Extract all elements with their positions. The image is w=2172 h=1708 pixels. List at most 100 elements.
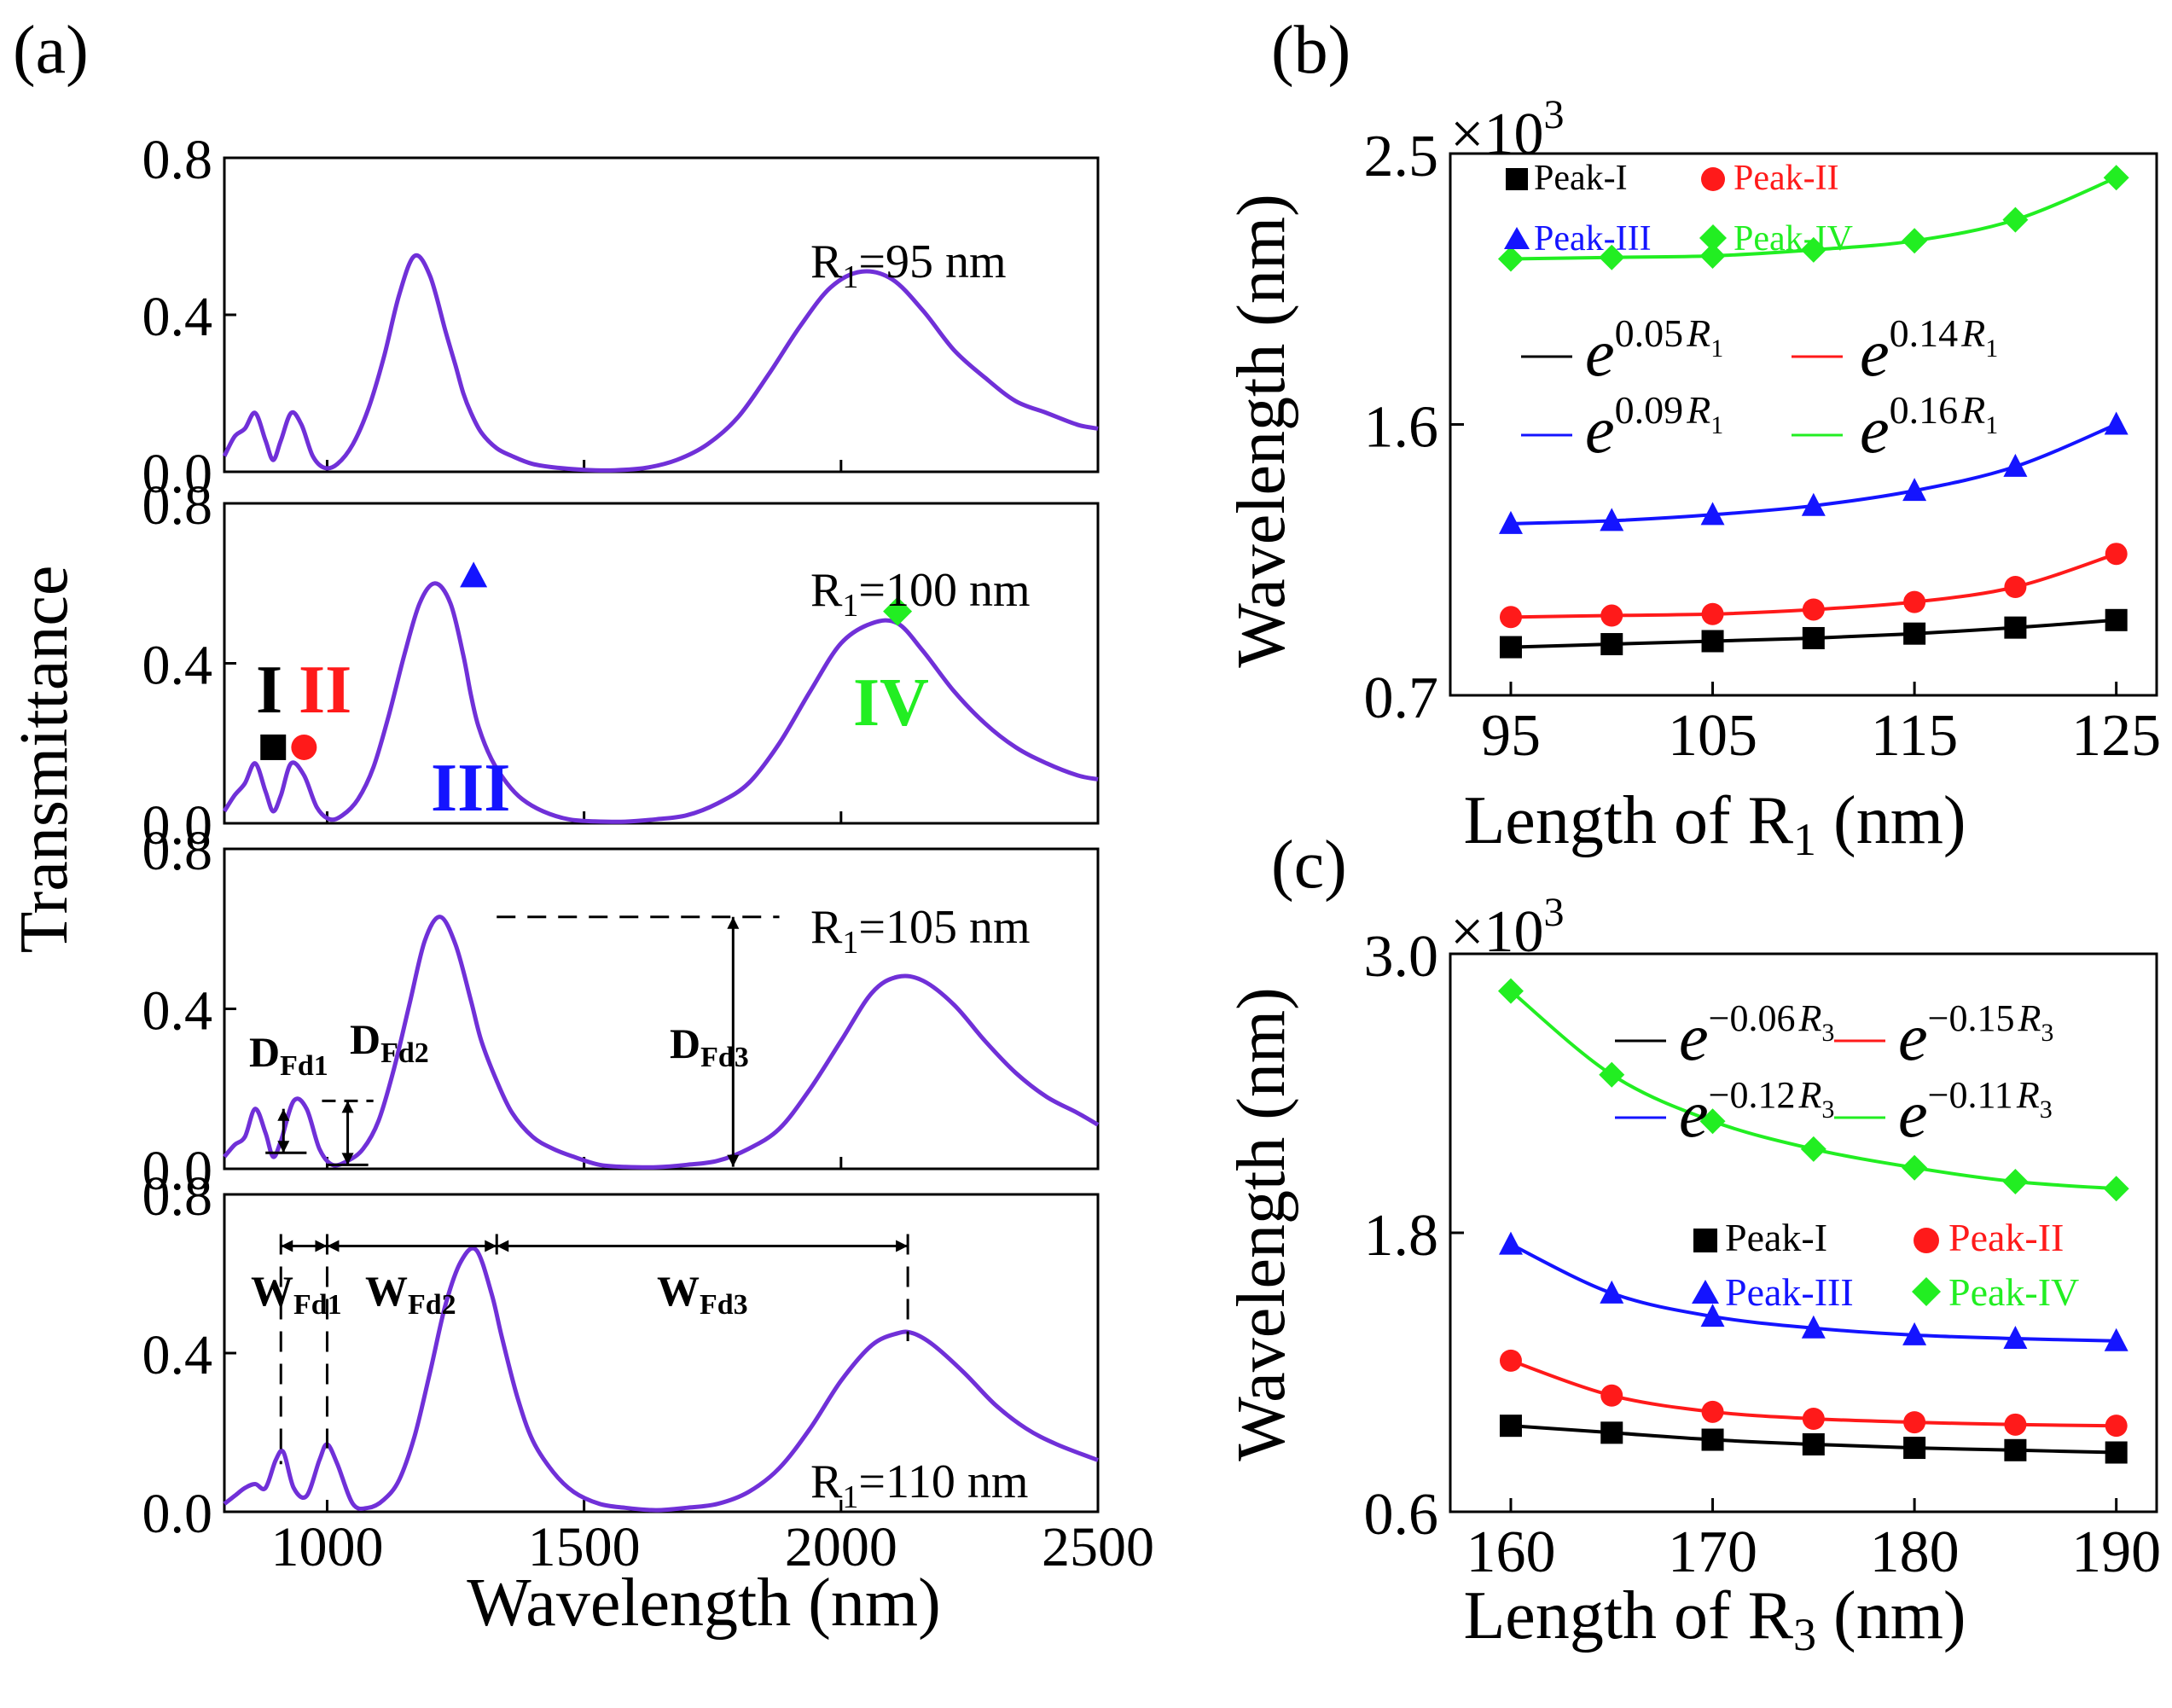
panel-b-multiplier-exp: 3 xyxy=(1543,92,1564,137)
w-label-fd1: WFd1 xyxy=(251,1267,342,1321)
panel-c-point-1-1 xyxy=(1600,1384,1623,1407)
panel-c-xtick-label-3: 190 xyxy=(2071,1519,2161,1585)
panel-b-point-3-3 xyxy=(1800,236,1826,263)
panel-b-point-1-1 xyxy=(1600,604,1623,627)
panel-b-multiplier-base: ×10 xyxy=(1450,102,1543,167)
panel-c-xtick-label-0: 160 xyxy=(1466,1519,1555,1585)
legend-b-marker-peak2 xyxy=(1701,167,1725,191)
panel-a-frame-0 xyxy=(223,156,1100,473)
panel-a-ytick-label-1-1: 0.4 xyxy=(142,635,213,697)
peak-marker-II xyxy=(291,734,317,760)
panel-c-multiplier-exp: 3 xyxy=(1543,890,1564,935)
panel-c-ytick-label-0: 0.6 xyxy=(1364,1482,1439,1548)
panel-a-frame-1 xyxy=(223,502,1100,825)
spectrum-curve-0 xyxy=(222,253,1099,473)
panel-a-xlabel: Wavelength (nm) xyxy=(467,1566,941,1641)
panel-a-frame-2 xyxy=(223,847,1100,1171)
d-fd3-arrow-head-0 xyxy=(727,916,740,929)
panel-b-point-1-6 xyxy=(2105,543,2128,566)
panel-b-ytick-label-2: 2.5 xyxy=(1364,124,1439,189)
subplot-label-110: R1=110 nm xyxy=(810,1455,1028,1515)
panel-c-ytick-label-1: 1.8 xyxy=(1364,1203,1439,1269)
panel-c-point-1-3 xyxy=(1802,1408,1825,1430)
legend-c-peak3: Peak-III xyxy=(1725,1270,1854,1314)
panel-a-ytick-label-2-1: 0.4 xyxy=(142,980,213,1043)
panel-c-point-0-5 xyxy=(2004,1438,2027,1461)
panel-b-point-0-0 xyxy=(1499,636,1522,659)
subplot-label-105: R1=105 nm xyxy=(810,901,1031,961)
w-label-fd2: WFd2 xyxy=(365,1267,456,1321)
legend-b-peak2: Peak-II xyxy=(1734,159,1839,198)
panel-c-xtick-label-2: 180 xyxy=(1870,1519,1960,1585)
legend-c-peak2: Peak-II xyxy=(1948,1216,2064,1259)
panel-label-a: (a) xyxy=(13,13,89,88)
legend-b-peak1: Peak-I xyxy=(1534,159,1628,198)
peak-marker-III xyxy=(460,561,488,588)
panel-c-point-3-0 xyxy=(1497,978,1524,1004)
peak-label-III: III xyxy=(431,751,510,826)
panel-b-multiplier: ×103 xyxy=(1450,92,1564,167)
panel-b-point-2-6 xyxy=(2104,411,2128,435)
panel-c-point-1-5 xyxy=(2004,1413,2027,1436)
fit-c-label-2: e−0.12R3 xyxy=(1679,1074,1834,1151)
panel-c-point-3-2 xyxy=(1699,1108,1726,1135)
panel-c-legend: Peak-I Peak-II Peak-III Peak-IV xyxy=(1692,1216,2079,1314)
panel-c-point-3-6 xyxy=(2103,1176,2129,1202)
subplot-label-100: R1=100 nm xyxy=(810,564,1031,624)
panel-c-point-3-4 xyxy=(1902,1154,1928,1181)
panel-c-point-0-4 xyxy=(1903,1437,1926,1460)
subplot-label-95: R1=95 nm xyxy=(810,235,1007,295)
panel-b-point-2-3 xyxy=(1801,492,1826,516)
peak-label-I: I xyxy=(256,653,282,728)
panel-b-point-3-0 xyxy=(1497,246,1524,272)
panel-c-xlabel-sub: 3 xyxy=(1793,1609,1816,1660)
panel-c-xlabel-main: Length of R xyxy=(1463,1578,1793,1653)
panel-b-legend: Peak-I Peak-II Peak-III Peak-IV xyxy=(1504,159,1853,259)
panel-b-point-3-6 xyxy=(2103,165,2129,191)
legend-b-peak3: Peak-III xyxy=(1534,219,1652,259)
panel-b-xlabel-main: Length of R xyxy=(1463,783,1793,858)
d-fd1-arrow-head-0 xyxy=(277,1108,290,1121)
d-label-fd3: DFd3 xyxy=(670,1020,749,1073)
legend-b-marker-peak3 xyxy=(1504,227,1530,249)
panel-b-point-0-2 xyxy=(1701,630,1724,653)
panel-a-xtick-label-1: 1500 xyxy=(528,1516,641,1578)
legend-b-marker-peak4 xyxy=(1699,224,1727,252)
panel-b-point-0-6 xyxy=(2105,608,2128,631)
w-fd2-arrow-head-0 xyxy=(485,1240,497,1252)
legend-b-marker-peak1 xyxy=(1506,168,1528,190)
panel-c-ytick-label-2: 3.0 xyxy=(1364,924,1439,990)
panel-c-point-1-2 xyxy=(1701,1400,1724,1423)
panel-label-b: (b) xyxy=(1271,13,1350,88)
fit-c-label-1: e−0.15R3 xyxy=(1898,997,2053,1074)
panel-c-point-2-0 xyxy=(1498,1231,1523,1255)
panel-c-point-2-6 xyxy=(2104,1327,2128,1351)
legend-b-peak4: Peak-IV xyxy=(1734,219,1853,259)
legend-c-peak1: Peak-I xyxy=(1725,1216,1827,1259)
panel-b-point-2-4 xyxy=(1902,478,1927,502)
panel-b-xlabel-sub: 1 xyxy=(1793,814,1816,865)
d-fd3-arrow-head-1 xyxy=(727,1154,740,1167)
panel-c-ylabel: Wavelength (nm) xyxy=(1224,987,1299,1461)
panel-b-point-2-5 xyxy=(2003,453,2028,477)
panel-b-xtick-label-0: 95 xyxy=(1481,703,1541,769)
fit-b-label-2: e0.09R1 xyxy=(1585,388,1723,467)
panel-a-ylabel: Transmittance xyxy=(7,566,82,954)
panel-c-multiplier-base: ×10 xyxy=(1450,899,1543,965)
legend-c-marker-peak1 xyxy=(1693,1229,1717,1252)
panel-b-point-2-2 xyxy=(1700,502,1725,526)
panel-label-c: (c) xyxy=(1271,828,1347,903)
panel-a-ytick-label-2-0: 0.0 xyxy=(142,1140,213,1202)
panel-a-ytick-label-3-0: 0.0 xyxy=(142,1483,213,1545)
panel-b-point-1-4 xyxy=(1903,590,1926,613)
w-fd3-arrow-head-0 xyxy=(896,1240,909,1252)
panel-c-xlabel-unit: (nm) xyxy=(1833,1578,1966,1653)
w-label-fd3: WFd3 xyxy=(657,1267,748,1321)
panel-b-point-0-4 xyxy=(1903,622,1926,645)
panel-c-point-0-6 xyxy=(2105,1441,2128,1464)
panel-c-point-0-0 xyxy=(1499,1415,1522,1438)
peak-marker-I xyxy=(260,734,287,760)
panel-c-point-2-1 xyxy=(1600,1280,1624,1304)
panel-b-point-0-3 xyxy=(1802,626,1825,649)
